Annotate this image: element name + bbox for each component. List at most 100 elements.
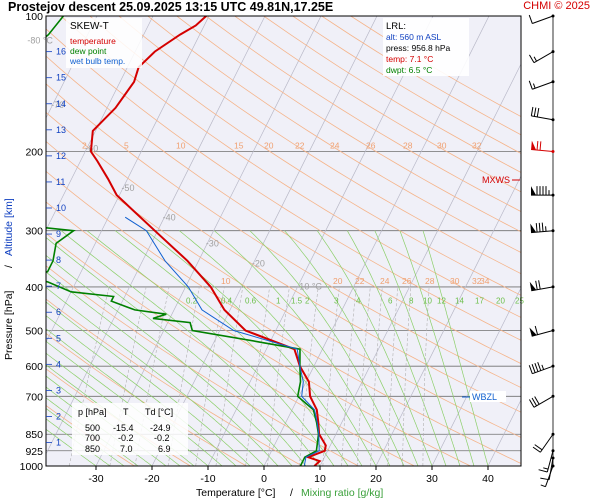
mxws-label: MXWS	[482, 175, 510, 185]
wind-barb-dot	[551, 50, 555, 54]
series-line-dew-point	[46, 16, 320, 466]
mixing-ratio-line	[195, 286, 225, 466]
mixing-ratio-line	[370, 286, 383, 466]
isotherm-label: -10 °C	[296, 281, 322, 291]
dry-adiabat-label: 10	[176, 140, 186, 150]
isotherm-label: -30	[206, 238, 219, 248]
levels-table: p [hPa] T Td [°C] 500 -15.4 -24.9 700 -0…	[72, 403, 188, 455]
legend-title: SKEW-T	[70, 21, 109, 32]
table-header-t: T	[123, 407, 129, 417]
wind-barb-shaft	[531, 330, 554, 337]
dry-adiabat-label: 20	[264, 140, 274, 150]
isotherm-label: -20	[252, 258, 265, 268]
mixing-ratio-line	[422, 286, 430, 466]
wind-barb-shaft	[548, 457, 554, 480]
wind-barb-dot	[551, 464, 555, 468]
wind-barb-flag	[538, 222, 541, 232]
pressure-tick-label: 850	[25, 429, 43, 441]
moist-adiabat-line	[346, 230, 447, 466]
mixing-ratio-label: 25	[515, 296, 524, 305]
wind-barb-shaft	[539, 433, 554, 453]
altitude-tick-label: 11	[56, 177, 65, 187]
wind-barb-shaft	[532, 81, 554, 90]
moist-adiabat-line	[316, 230, 433, 466]
moist-adiabat-line	[46, 315, 237, 466]
dry-adiabat-label: 24	[330, 140, 340, 150]
pressure-tick-label: 200	[25, 146, 43, 158]
wind-barb-flag	[534, 444, 543, 451]
table-cell: 500	[85, 423, 100, 433]
mixing-ratio-label: 10	[423, 296, 432, 305]
legend-wet-bulb: wet bulb temp.	[69, 56, 125, 66]
lrl-altitude: alt: 560 m ASL	[386, 32, 442, 42]
isotherm-line	[375, 175, 521, 466]
moist-adiabat-line	[145, 230, 363, 466]
mixing-ratio-line	[267, 286, 290, 466]
wind-barb-flag	[530, 106, 534, 116]
altitude-tick-label: 2	[56, 411, 61, 421]
legend-box: SKEW-T temperature dew point wet bulb te…	[66, 18, 142, 68]
table-header-td: Td [°C]	[145, 407, 173, 417]
background-lines	[46, 16, 521, 466]
dry-adiabat-label: 15	[234, 140, 244, 150]
x-tick-label: 30	[426, 473, 438, 485]
dry-adiabat-label: 2	[82, 140, 87, 150]
table-cell: 700	[85, 433, 100, 443]
dry-adiabat-line	[46, 83, 521, 388]
chart-title: Prostejov descent 25.09.2025 13:15 UTC 4…	[8, 0, 334, 14]
x-tick-label: 10	[314, 473, 326, 485]
wind-barb-flag	[541, 222, 544, 232]
moist-adiabat-line	[46, 328, 223, 466]
dry-adiabat-line	[176, 16, 521, 233]
moist-adiabat-line	[115, 230, 349, 466]
table-cell: 6.9	[158, 444, 171, 454]
dry-adiabat-label: 30	[437, 140, 447, 150]
x-tick-label: 40	[482, 473, 494, 485]
credit-label[interactable]: CHMI © 2025	[523, 0, 590, 12]
x-axis-separator: /	[290, 487, 293, 499]
moist-adiabat-line	[214, 230, 391, 466]
mixing-ratio-line	[402, 286, 412, 466]
wind-barb-flag	[528, 365, 533, 374]
wind-barb-flag	[532, 446, 541, 453]
isotherm-line	[151, 16, 378, 466]
moist-adiabat-line	[60, 230, 321, 466]
mixing-ratio-label: 12	[437, 296, 446, 305]
mixing-ratio-label: 8	[409, 296, 414, 305]
legend-temperature: temperature	[70, 36, 116, 46]
pressure-tick-label: 925	[25, 446, 43, 458]
moist-adiabat-label: 24	[380, 276, 390, 286]
mixing-ratio-line	[341, 286, 357, 466]
wind-barb-flag	[529, 54, 535, 63]
wind-barb-flag	[531, 364, 536, 373]
wind-barb-dot	[551, 118, 555, 122]
mixing-ratio-label: 2	[305, 296, 310, 305]
wind-barb-half-flag	[540, 484, 546, 488]
isotherm-label: -70	[51, 100, 64, 110]
dry-adiabat-line	[46, 111, 521, 413]
dry-adiabat-label: 5	[124, 140, 129, 150]
wind-barb-flag	[534, 363, 539, 372]
moist-adiabat-line	[284, 230, 419, 466]
plot-frame	[45, 15, 522, 467]
lrl-box: LRL: alt: 560 m ASL press: 956.8 hPa tem…	[383, 18, 469, 76]
pressure-tick-label: 700	[25, 391, 43, 403]
table-cell: 7.0	[120, 444, 133, 454]
dry-adiabat-line	[118, 16, 521, 275]
table-cell: -24.9	[150, 423, 171, 433]
isotherm-line	[431, 287, 521, 466]
moist-adiabat-label: 26	[402, 276, 412, 286]
altitude-tick-label: 15	[56, 73, 66, 83]
moist-adiabat-label: 32	[472, 276, 482, 286]
series-line-temperature	[89, 16, 327, 466]
moist-adiabat-line	[374, 230, 461, 466]
wind-barb-flag	[535, 280, 538, 290]
wind-barb-dot	[551, 364, 555, 368]
isotherm-line	[46, 16, 98, 119]
wind-barb-dot	[551, 456, 555, 460]
y-axis-label: Pressure [hPa]	[3, 290, 15, 360]
isotherm-line	[319, 63, 521, 466]
wind-barb-dot	[551, 229, 555, 233]
x-tick-label: 0	[261, 473, 267, 485]
x-axis-label: Temperature [°C]	[196, 487, 276, 499]
